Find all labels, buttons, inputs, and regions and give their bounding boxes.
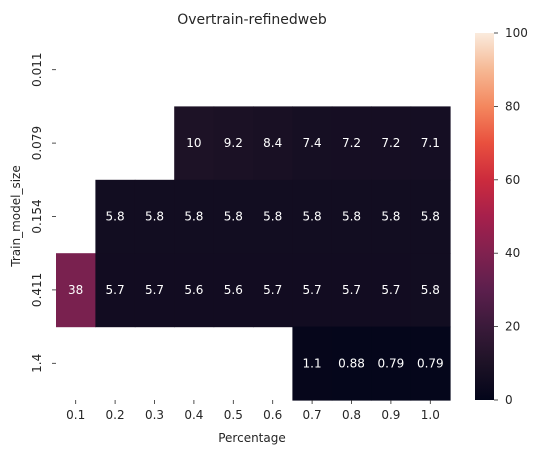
cell-value-label: 5.8 — [184, 210, 203, 224]
cell-value-label: 5.8 — [342, 210, 361, 224]
x-tick-label: 0.7 — [303, 408, 322, 422]
cell-value-label: 5.8 — [145, 210, 164, 224]
heatmap-cell — [134, 253, 175, 328]
heatmap-cell — [371, 253, 412, 328]
heatmap-cell — [371, 179, 412, 254]
x-axis-ticks: 0.1 0.2 0.3 0.4 0.5 0.6 0.7 0.8 0.9 1.0 — [66, 400, 440, 422]
x-tick-label: 0.1 — [66, 408, 85, 422]
heatmap-cell — [331, 253, 372, 328]
x-tick-label: 0.8 — [342, 408, 361, 422]
heatmap-cell — [371, 106, 412, 181]
colorbar-tick-label: 80 — [505, 99, 520, 113]
colorbar-tick-label: 20 — [505, 320, 520, 334]
chart-title: Overtrain-refinedweb — [177, 12, 327, 28]
heatmap-cell — [95, 179, 136, 254]
cell-value-label: 5.7 — [145, 283, 164, 297]
heatmap-cell — [213, 179, 254, 254]
heatmap-cell — [253, 253, 293, 328]
cell-value-label: 5.8 — [106, 210, 125, 224]
y-tick-label: 0.154 — [30, 199, 44, 233]
heatmap-cell — [95, 253, 136, 328]
heatmap-cell — [410, 106, 451, 181]
cell-value-label: 0.79 — [417, 356, 444, 370]
cell-value-label: 5.7 — [106, 283, 125, 297]
cell-value-label: 7.4 — [303, 136, 322, 150]
heatmap-cell — [331, 106, 372, 181]
cell-value-label: 5.6 — [184, 283, 203, 297]
cell-value-label: 7.2 — [381, 136, 400, 150]
heatmap-cell — [213, 253, 254, 328]
colorbar — [475, 33, 494, 400]
cell-value-label: 10 — [186, 136, 201, 150]
cell-value-label: 38 — [68, 283, 83, 297]
heatmap-cell — [371, 326, 412, 401]
heatmap-cell — [292, 326, 333, 401]
cell-value-label: 5.8 — [224, 210, 243, 224]
heatmap-cell — [253, 179, 293, 254]
cell-value-label: 5.8 — [421, 283, 440, 297]
colorbar-tick-label: 0 — [505, 393, 513, 407]
y-axis-title: Train_model_size — [9, 165, 23, 267]
y-tick-label: 0.079 — [30, 126, 44, 160]
heatmap-cell — [213, 106, 254, 181]
heatmap-cells: 10 9.2 8.4 7.4 7.2 7.2 7.1 5.8 5.8 5.8 5.8 5.8 5.8 5.… — [56, 106, 451, 401]
cell-value-label: 1.1 — [303, 356, 322, 370]
heatmap-cell — [292, 179, 333, 254]
cell-value-label: 5.6 — [224, 283, 243, 297]
heatmap-cell — [410, 179, 451, 254]
x-tick-label: 0.3 — [145, 408, 164, 422]
cell-value-label: 9.2 — [224, 136, 243, 150]
cell-value-label: 5.7 — [381, 283, 400, 297]
x-tick-label: 0.5 — [224, 408, 243, 422]
cell-value-label: 5.7 — [342, 283, 361, 297]
colorbar-tick-label: 40 — [505, 246, 520, 260]
x-tick-label: 1.0 — [421, 408, 440, 422]
heatmap-cell — [253, 106, 293, 181]
colorbar-tick-label: 100 — [505, 26, 528, 40]
heatmap-cell — [134, 179, 175, 254]
heatmap-cell — [331, 326, 372, 401]
x-axis-title: Percentage — [218, 431, 286, 445]
heatmap-cell — [292, 106, 333, 181]
cell-value-label: 5.7 — [263, 283, 282, 297]
cell-value-label: 7.1 — [421, 136, 440, 150]
x-tick-label: 0.2 — [106, 408, 125, 422]
colorbar-tick-label: 60 — [505, 173, 520, 187]
x-tick-label: 0.9 — [381, 408, 400, 422]
y-tick-label: 1.4 — [30, 354, 44, 373]
colorbar-ticks: 0 20 40 60 80 100 — [494, 26, 528, 407]
cell-value-label: 0.79 — [378, 356, 405, 370]
heatmap-cell — [174, 253, 215, 328]
heatmap-cell — [56, 253, 96, 328]
x-tick-label: 0.4 — [184, 408, 203, 422]
cell-value-label: 8.4 — [263, 136, 282, 150]
heatmap-cell — [174, 106, 215, 181]
cell-value-label: 0.88 — [338, 356, 365, 370]
heatmap-cell — [410, 253, 451, 328]
y-tick-label: 0.411 — [30, 273, 44, 307]
cell-value-label: 5.8 — [263, 210, 282, 224]
cell-value-label: 5.8 — [381, 210, 400, 224]
x-tick-label: 0.6 — [263, 408, 282, 422]
heatmap-cell — [331, 179, 372, 254]
heatmap-cell — [410, 326, 451, 401]
cell-value-label: 5.8 — [421, 210, 440, 224]
heatmap-cell — [292, 253, 333, 328]
cell-value-label: 7.2 — [342, 136, 361, 150]
y-tick-label: 0.011 — [30, 53, 44, 87]
cell-value-label: 5.8 — [303, 210, 322, 224]
cell-value-label: 5.7 — [303, 283, 322, 297]
heatmap-cell — [174, 179, 215, 254]
y-axis-ticks: 0.011 0.079 0.154 0.411 1.4 — [30, 53, 56, 373]
